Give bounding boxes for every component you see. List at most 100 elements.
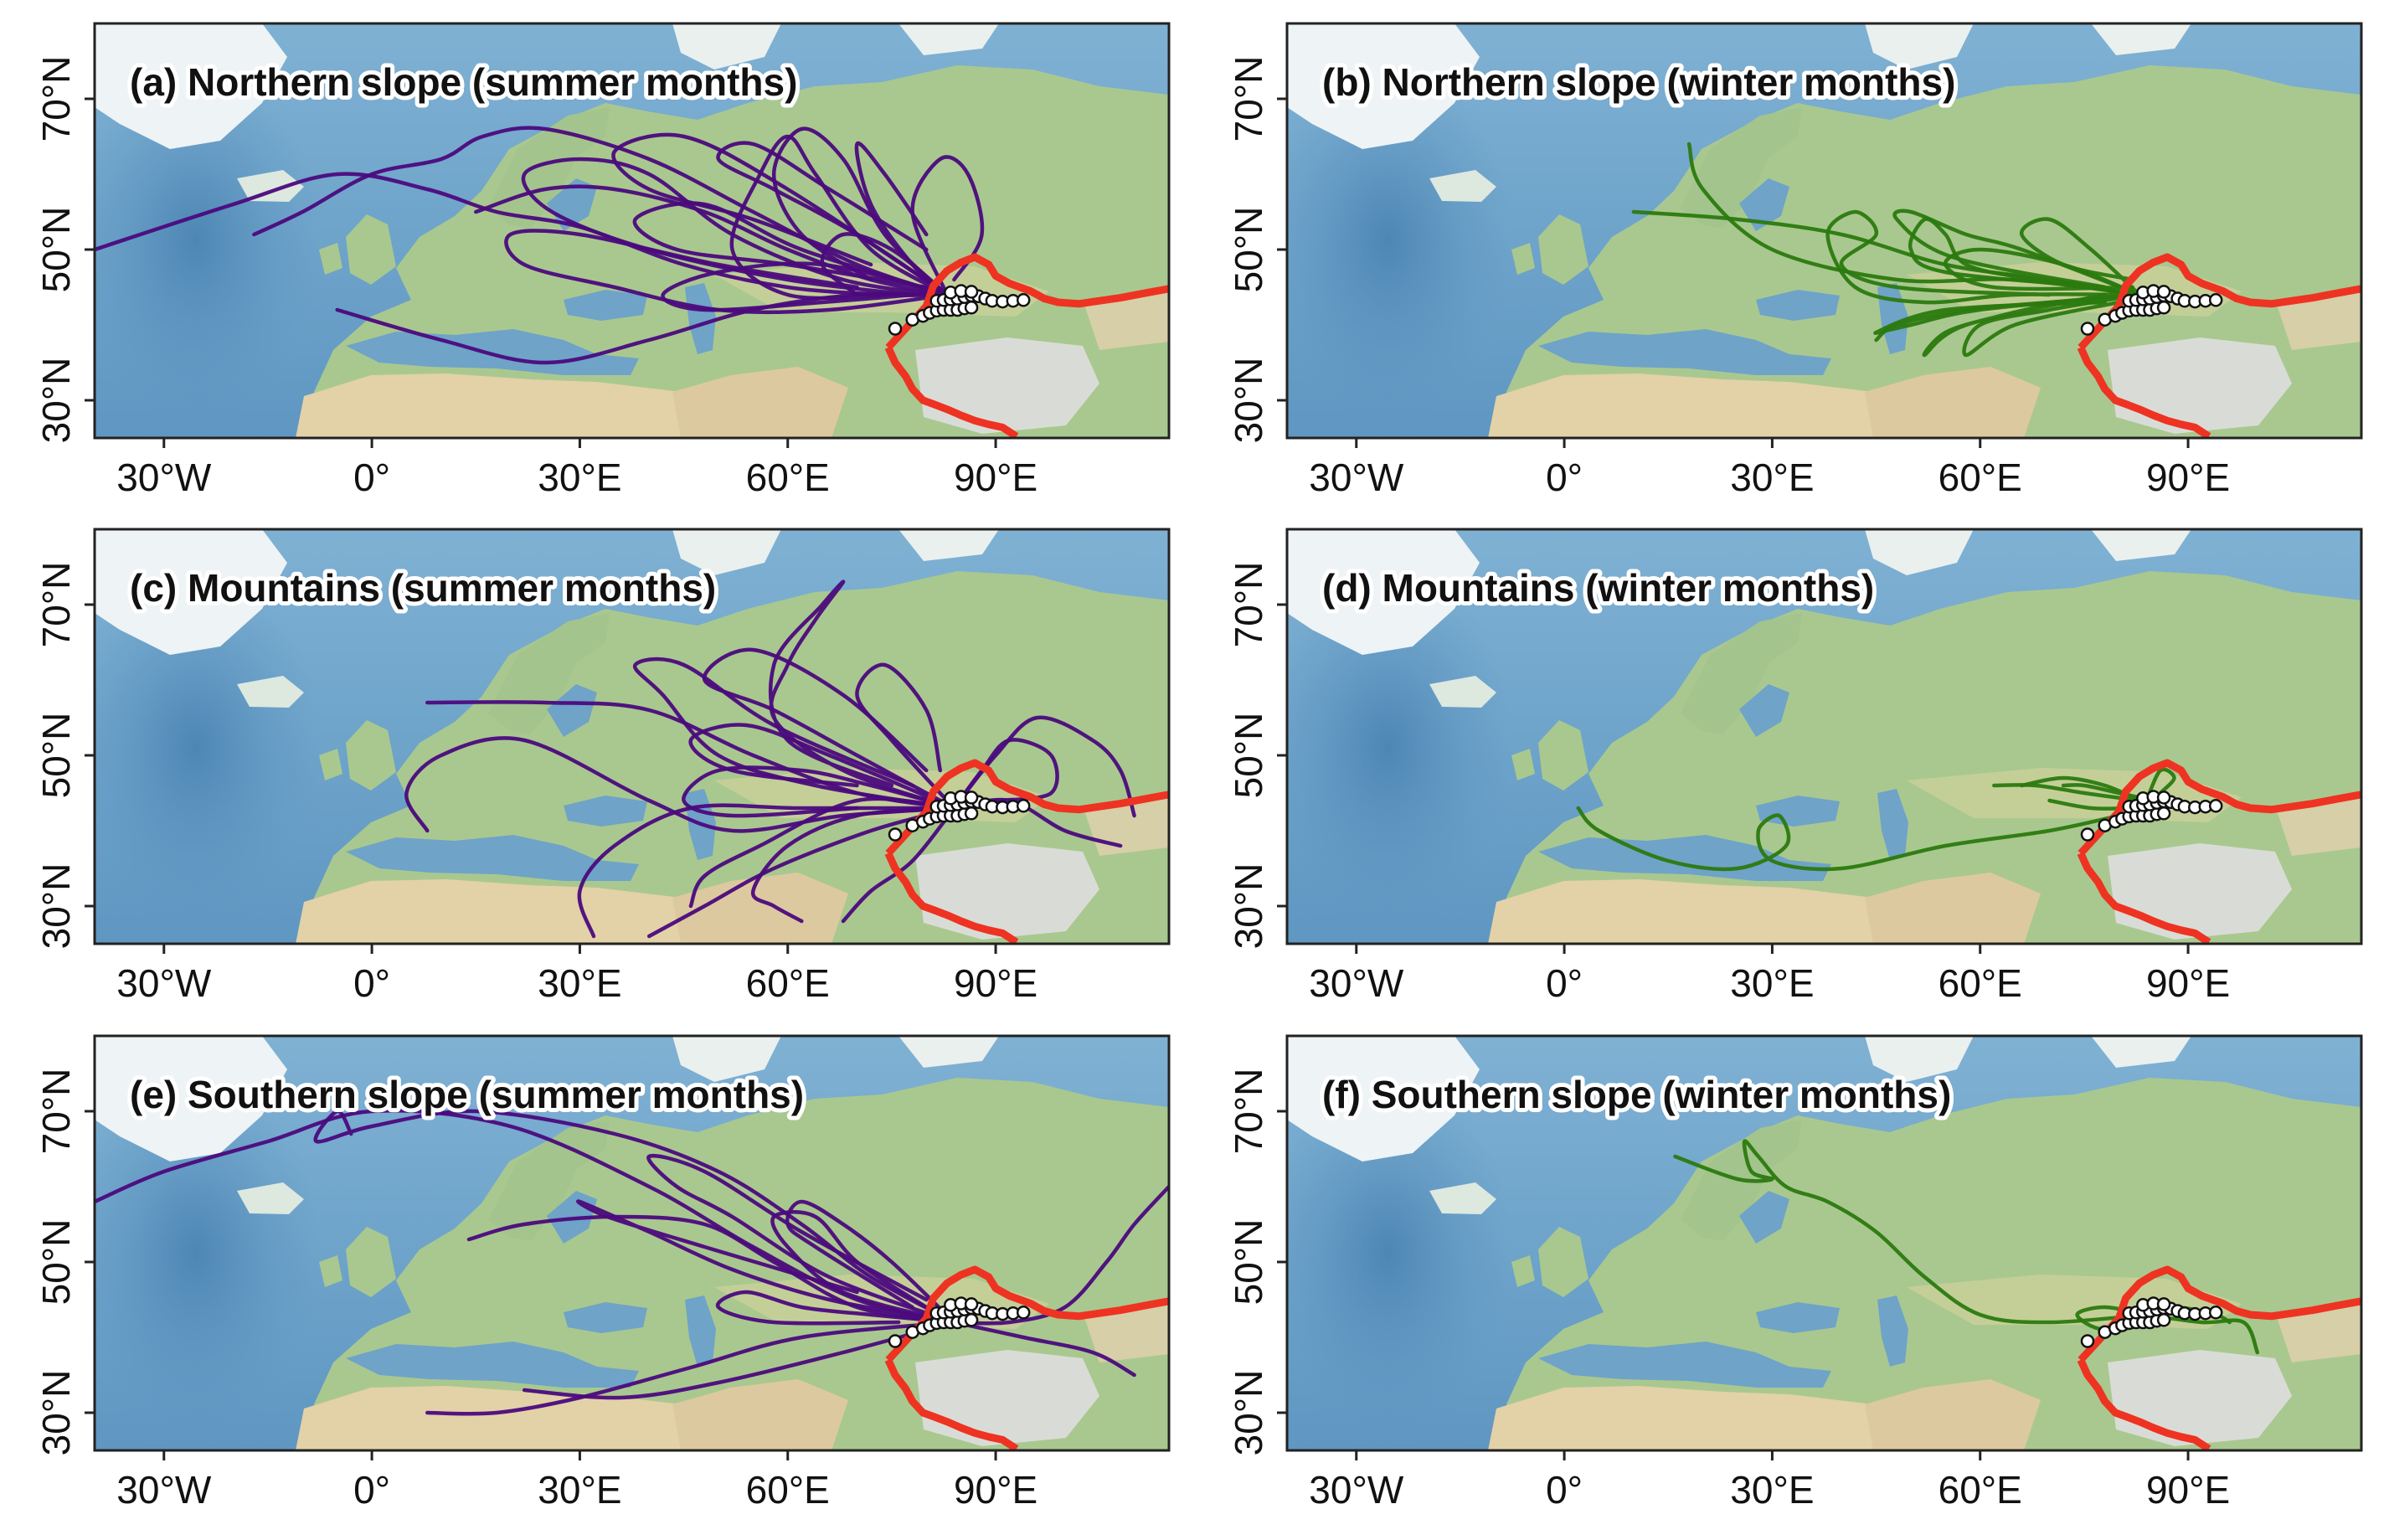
panel-map-area	[95, 529, 1169, 944]
lon-tick-label: 60°E	[746, 1468, 830, 1512]
trajectory-group	[1631, 142, 2142, 358]
lon-tick-label: 30°E	[1730, 456, 1814, 499]
lat-tick-label: 70°N	[34, 562, 78, 648]
trajectory-line	[504, 229, 950, 315]
trajectory-line	[632, 657, 956, 811]
lat-tick-label: 50°N	[34, 207, 78, 293]
trajectory-line	[771, 126, 950, 297]
lat-tick-label: 50°N	[34, 713, 78, 799]
lon-tick-label: 0°	[1546, 961, 1583, 1005]
lon-tick-label: 90°E	[2146, 961, 2230, 1005]
station-marker	[2080, 322, 2095, 336]
lat-tick-label: 50°N	[34, 1219, 78, 1306]
lon-tick-label: 0°	[1546, 1468, 1583, 1512]
map-panel-d: (d) Mountains (winter months) 30°W 0° 30°E 6…	[1227, 528, 2363, 1005]
trajectory-line	[682, 765, 956, 818]
trajectory-line	[952, 1320, 1136, 1378]
panel-map-area	[1287, 1036, 2361, 1450]
lat-tick-label: 30°N	[1227, 863, 1270, 950]
trajectory-group	[404, 579, 1136, 939]
lat-tick-label: 70°N	[34, 56, 78, 142]
station-marker	[888, 322, 903, 336]
station-marker	[964, 301, 979, 315]
trajectory-line	[95, 172, 950, 297]
trajectory-line	[1686, 142, 2142, 297]
map-panel-c: (c) Mountains (summer months) 30°W 0° 30°E 6…	[34, 528, 1171, 1005]
panel-frame	[1285, 22, 2363, 440]
trajectory-group	[1576, 767, 2176, 872]
lon-tick-label: 90°E	[954, 961, 1037, 1005]
lon-tick-label: 30°W	[1309, 1468, 1404, 1512]
lon-tick-label: 60°E	[746, 456, 830, 499]
trajectory-line	[522, 1320, 956, 1400]
trajectory-line	[855, 662, 956, 811]
trajectory-line	[646, 1154, 956, 1325]
lon-tick-label: 60°E	[746, 961, 830, 1005]
panels-layer: (a) Northern slope (summer months) 30°W 0°…	[34, 22, 2363, 1512]
panel-title: (a) Northern slope (summer months)	[130, 60, 797, 104]
station-marker	[1016, 1306, 1031, 1320]
lat-tick-label: 50°N	[1227, 207, 1270, 293]
lon-tick-label: 30°W	[116, 456, 212, 499]
region-boundary-south	[2077, 1358, 2211, 1450]
region-boundary	[885, 1265, 1169, 1363]
panel-title: (f) Southern slope (winter months)	[1322, 1073, 1951, 1116]
lon-tick-label: 60°E	[1938, 961, 2022, 1005]
lat-tick-label: 70°N	[34, 1069, 78, 1155]
panel-map-area	[95, 23, 1169, 438]
trajectory-line	[952, 738, 1059, 811]
lon-tick-label: 30°W	[1309, 456, 1404, 499]
lat-tick-label: 50°N	[1227, 713, 1270, 799]
panel-frame	[1285, 528, 2363, 945]
region-boundary	[2078, 253, 2361, 351]
lat-tick-label: 70°N	[1227, 56, 1270, 142]
lon-tick-label: 30°E	[538, 456, 621, 499]
station-group	[888, 1296, 1031, 1348]
lon-tick-label: 60°E	[1938, 1468, 2022, 1512]
lat-tick-label: 30°N	[34, 863, 78, 950]
trajectory-line	[1892, 209, 2142, 297]
lon-tick-label: 30°E	[538, 961, 621, 1005]
station-marker	[2156, 791, 2171, 805]
trajectory-line	[1576, 806, 2121, 872]
lat-tick-label: 30°N	[34, 358, 78, 444]
trajectory-line	[661, 261, 950, 312]
map-panel-f: (f) Southern slope (winter months) 30°W 0°…	[1227, 1034, 2363, 1512]
lat-tick-label: 70°N	[1227, 1069, 1270, 1155]
trajectory-line	[768, 579, 956, 811]
station-group	[2080, 284, 2223, 336]
region-boundary-south	[2077, 346, 2211, 438]
trajectory-line	[820, 232, 950, 297]
trajectory-line	[1631, 209, 2142, 297]
trajectory-line	[576, 1199, 956, 1325]
station-marker	[2208, 293, 2223, 307]
trajectory-line	[425, 1320, 956, 1416]
lon-tick-label: 60°E	[1938, 456, 2022, 499]
station-marker	[2208, 1306, 2223, 1320]
lat-tick-label: 70°N	[1227, 562, 1270, 648]
region-boundary-south	[884, 852, 1019, 944]
region-boundary-south	[884, 1358, 1019, 1450]
trajectory-line	[1873, 292, 2142, 335]
map-panel-e: (e) Southern slope (summer months) 30°W 0°…	[34, 1034, 1171, 1512]
trajectory-line	[688, 796, 956, 909]
trajectory-group	[95, 126, 985, 365]
trajectory-line	[1992, 783, 2142, 803]
station-marker	[964, 285, 979, 299]
region-boundary	[2078, 759, 2361, 857]
trajectory-line	[841, 806, 956, 924]
station-marker	[2156, 1313, 2171, 1327]
station-marker	[1016, 799, 1031, 813]
lon-tick-label: 90°E	[2146, 1468, 2230, 1512]
trajectory-line	[632, 201, 950, 297]
station-group	[888, 790, 1031, 842]
panel-map-area	[95, 1036, 1169, 1450]
trajectory-line	[1673, 1139, 2149, 1325]
panel-title: (b) Northern slope (winter months)	[1322, 60, 1955, 104]
station-group	[2080, 1296, 2223, 1348]
panel-title: (e) Southern slope (summer months)	[130, 1073, 804, 1116]
trajectory-line	[252, 126, 950, 297]
lon-tick-label: 0°	[1546, 456, 1583, 499]
lon-tick-label: 0°	[353, 456, 390, 499]
panel-title: (d) Mountains (winter months)	[1322, 566, 1874, 610]
